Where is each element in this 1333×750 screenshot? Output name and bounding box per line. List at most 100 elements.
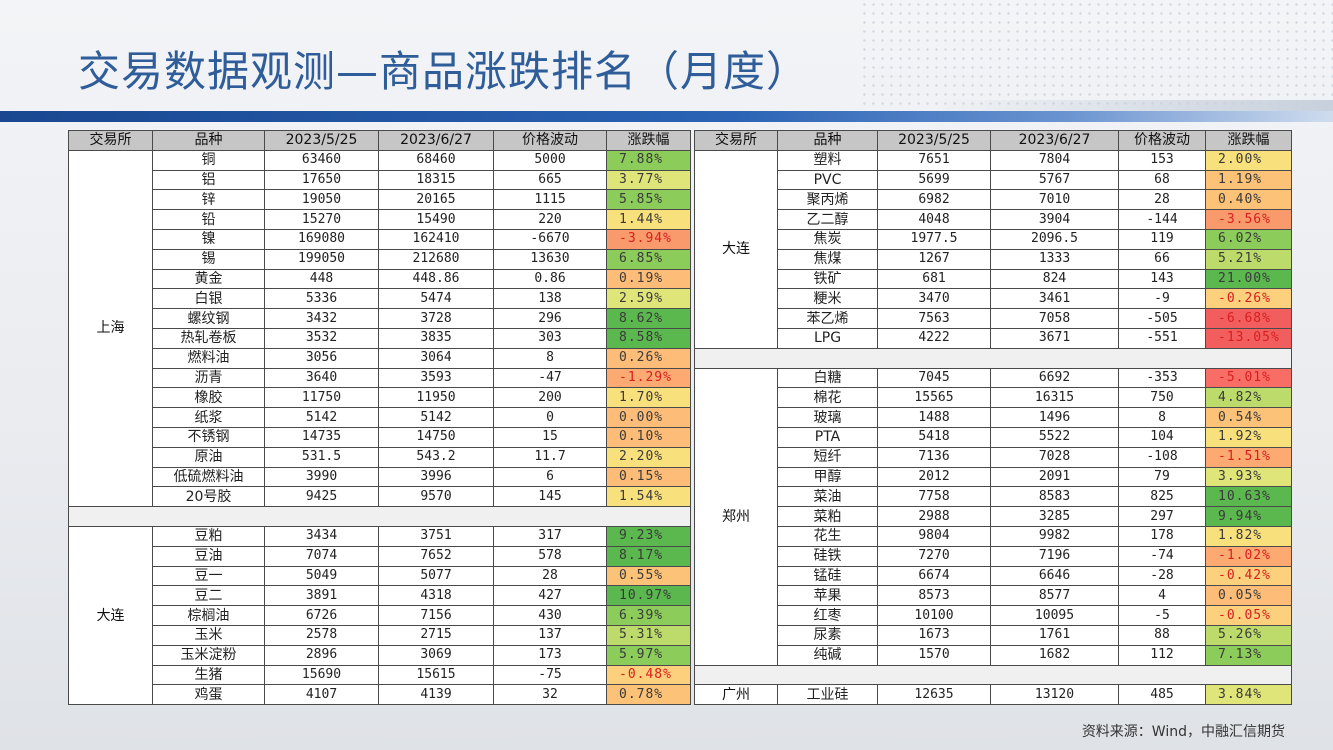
pct-change-cell: -13.05% <box>1205 327 1292 349</box>
table-row: 低硫燃料油 3990 3996 6 0.15% <box>69 466 691 488</box>
variety-cell: 玉米 <box>152 624 265 646</box>
table-row: 鸡蛋 4107 4139 32 0.78% <box>69 684 691 706</box>
pct-change-cell: 5.26% <box>1205 624 1292 646</box>
table-row: 花生 9804 9982 178 1.82% <box>695 525 1292 547</box>
price-change-cell: 5000 <box>493 149 607 171</box>
price-start-cell: 5049 <box>264 565 379 587</box>
price-end-cell: 212680 <box>378 248 494 270</box>
pct-change-cell: 9.23% <box>606 525 691 547</box>
variety-cell: 工业硅 <box>777 684 878 706</box>
pct-change-cell: -1.51% <box>1205 446 1292 468</box>
table-row: 铁矿 681 824 143 21.00% <box>695 268 1292 290</box>
pct-change-cell: 0.78% <box>606 684 691 706</box>
header-price-change: 价格波动 <box>493 130 607 151</box>
price-change-cell: 485 <box>1118 684 1206 706</box>
price-end-cell: 8583 <box>990 486 1119 508</box>
price-start-cell: 15270 <box>264 209 379 230</box>
pct-change-cell: 4.82% <box>1205 387 1292 409</box>
table-row: 玻璃 1488 1496 8 0.54% <box>695 407 1292 428</box>
price-start-cell: 3432 <box>264 308 379 329</box>
price-change-cell: -28 <box>1118 565 1206 587</box>
pct-change-cell: 1.44% <box>606 209 691 230</box>
pct-change-cell: 0.26% <box>606 347 691 369</box>
price-start-cell: 8573 <box>877 585 991 607</box>
table-row: 锡 199050 212680 13630 6.85% <box>69 248 691 270</box>
price-end-cell: 4139 <box>378 684 494 706</box>
variety-cell: 纯碱 <box>777 644 878 666</box>
table-row: 短纤 7136 7028 -108 -1.51% <box>695 446 1292 468</box>
price-end-cell: 5077 <box>378 565 494 587</box>
price-change-cell: 13630 <box>493 248 607 270</box>
price-change-cell: 119 <box>1118 228 1206 250</box>
price-start-cell: 9804 <box>877 525 991 547</box>
price-end-cell: 2096.5 <box>990 228 1119 250</box>
price-change-cell: 665 <box>493 169 607 191</box>
pct-change-cell: -0.42% <box>1205 565 1292 587</box>
header-variety: 品种 <box>777 130 878 151</box>
price-start-cell: 63460 <box>264 149 379 171</box>
table-row: 沥青 3640 3593 -47 -1.29% <box>69 367 691 389</box>
table-row: 上海铜 63460 68460 5000 7.88% <box>68 149 691 508</box>
price-change-cell: 11.7 <box>493 446 607 468</box>
separator-cell <box>694 664 1292 686</box>
section-separator <box>694 347 1292 369</box>
price-end-cell: 7058 <box>990 308 1119 329</box>
price-change-cell: -353 <box>1118 367 1206 389</box>
variety-cell: 玻璃 <box>777 407 878 428</box>
pct-change-cell: 8.17% <box>606 545 691 567</box>
variety-cell: 黄金 <box>152 268 265 290</box>
price-change-cell: 430 <box>493 605 607 626</box>
price-change-cell: -47 <box>493 367 607 389</box>
price-end-cell: 6692 <box>990 367 1119 389</box>
section-separator <box>68 506 691 527</box>
table-row: 热轧卷板 3532 3835 303 8.58% <box>69 327 691 349</box>
price-start-cell: 7136 <box>877 446 991 468</box>
header-pct-change: 涨跌幅 <box>1205 130 1292 151</box>
table-row: 黄金 448 448.86 0.86 0.19% <box>69 268 691 290</box>
price-change-cell: 825 <box>1118 486 1206 508</box>
table-row: LPG 4222 3671 -551 -13.05% <box>695 327 1292 349</box>
price-start-cell: 2896 <box>264 644 379 666</box>
pct-change-cell: 0.15% <box>606 466 691 488</box>
table-row: 玉米淀粉 2896 3069 173 5.97% <box>69 644 691 666</box>
price-end-cell: 7652 <box>378 545 494 567</box>
price-change-cell: -75 <box>493 664 607 686</box>
price-change-cell: 15 <box>493 426 607 448</box>
variety-cell: 锡 <box>152 248 265 270</box>
pct-change-cell: 2.00% <box>1205 149 1292 171</box>
price-change-cell: 28 <box>1118 189 1206 211</box>
table-row: 棉花 15565 16315 750 4.82% <box>695 387 1292 409</box>
price-change-cell: 28 <box>493 565 607 587</box>
pct-change-cell: 5.97% <box>606 644 691 666</box>
price-change-cell: 143 <box>1118 268 1206 290</box>
pct-change-cell: 0.00% <box>606 407 691 428</box>
price-change-cell: 220 <box>493 209 607 230</box>
commodity-table-right: 交易所 品种 2023/5/25 2023/6/27 价格波动 涨跌幅 大连 塑料 7651 78… <box>694 130 1292 706</box>
variety-cell: 聚丙烯 <box>777 189 878 211</box>
header-date-end: 2023/6/27 <box>990 130 1119 151</box>
price-change-cell: 0 <box>493 407 607 428</box>
table-row: 硅铁 7270 7196 -74 -1.02% <box>695 545 1292 567</box>
price-end-cell: 824 <box>990 268 1119 290</box>
title-band-accent <box>930 100 1333 111</box>
variety-cell: 焦炭 <box>777 228 878 250</box>
price-start-cell: 12635 <box>877 684 991 706</box>
price-change-cell: 427 <box>493 585 607 607</box>
price-start-cell: 6726 <box>264 605 379 626</box>
price-start-cell: 15690 <box>264 664 379 686</box>
pct-change-cell: 0.10% <box>606 426 691 448</box>
price-end-cell: 5142 <box>378 407 494 428</box>
variety-cell: 菜粕 <box>777 506 878 527</box>
table-row: 菜粕 2988 3285 297 9.94% <box>695 506 1292 527</box>
variety-cell: 锰硅 <box>777 565 878 587</box>
price-change-cell: 145 <box>493 486 607 508</box>
price-end-cell: 3064 <box>378 347 494 369</box>
price-start-cell: 531.5 <box>264 446 379 468</box>
price-start-cell: 2578 <box>264 624 379 646</box>
price-change-cell: 750 <box>1118 387 1206 409</box>
price-change-cell: 578 <box>493 545 607 567</box>
pct-change-cell: -3.94% <box>606 228 691 250</box>
price-end-cell: 9570 <box>378 486 494 508</box>
section-separator <box>694 664 1292 686</box>
variety-cell: 螺纹钢 <box>152 308 265 329</box>
